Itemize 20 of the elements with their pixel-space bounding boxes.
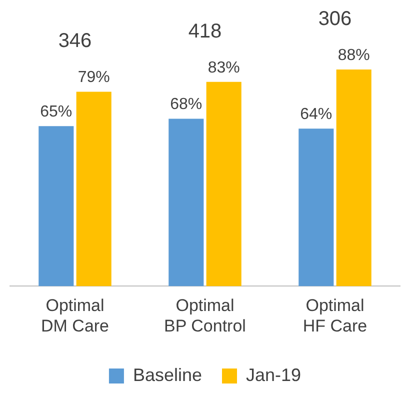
data-label: 65%: [40, 104, 72, 121]
x-tick-label: Optimal DM Care: [40, 296, 110, 336]
data-label: 68%: [170, 96, 202, 114]
bar: [336, 70, 372, 286]
x-tick-label: Optimal BP Control: [164, 296, 246, 336]
x-tick-label: Optimal HF Care: [302, 296, 368, 336]
data-label: 83%: [208, 59, 240, 76]
text: 306: [318, 8, 352, 30]
data-label: 88%: [338, 46, 370, 64]
data-label: 64%: [300, 106, 332, 124]
text: 418: [188, 20, 222, 42]
bar: [298, 128, 334, 286]
text: 346: [58, 30, 92, 52]
bar: [38, 126, 74, 286]
bar: [76, 92, 112, 286]
bar: [206, 82, 242, 286]
data-label: 79%: [78, 69, 110, 86]
bar: [168, 118, 204, 286]
legend-label: Jan-19: [246, 364, 302, 385]
legend-label: Baseline: [132, 364, 202, 385]
